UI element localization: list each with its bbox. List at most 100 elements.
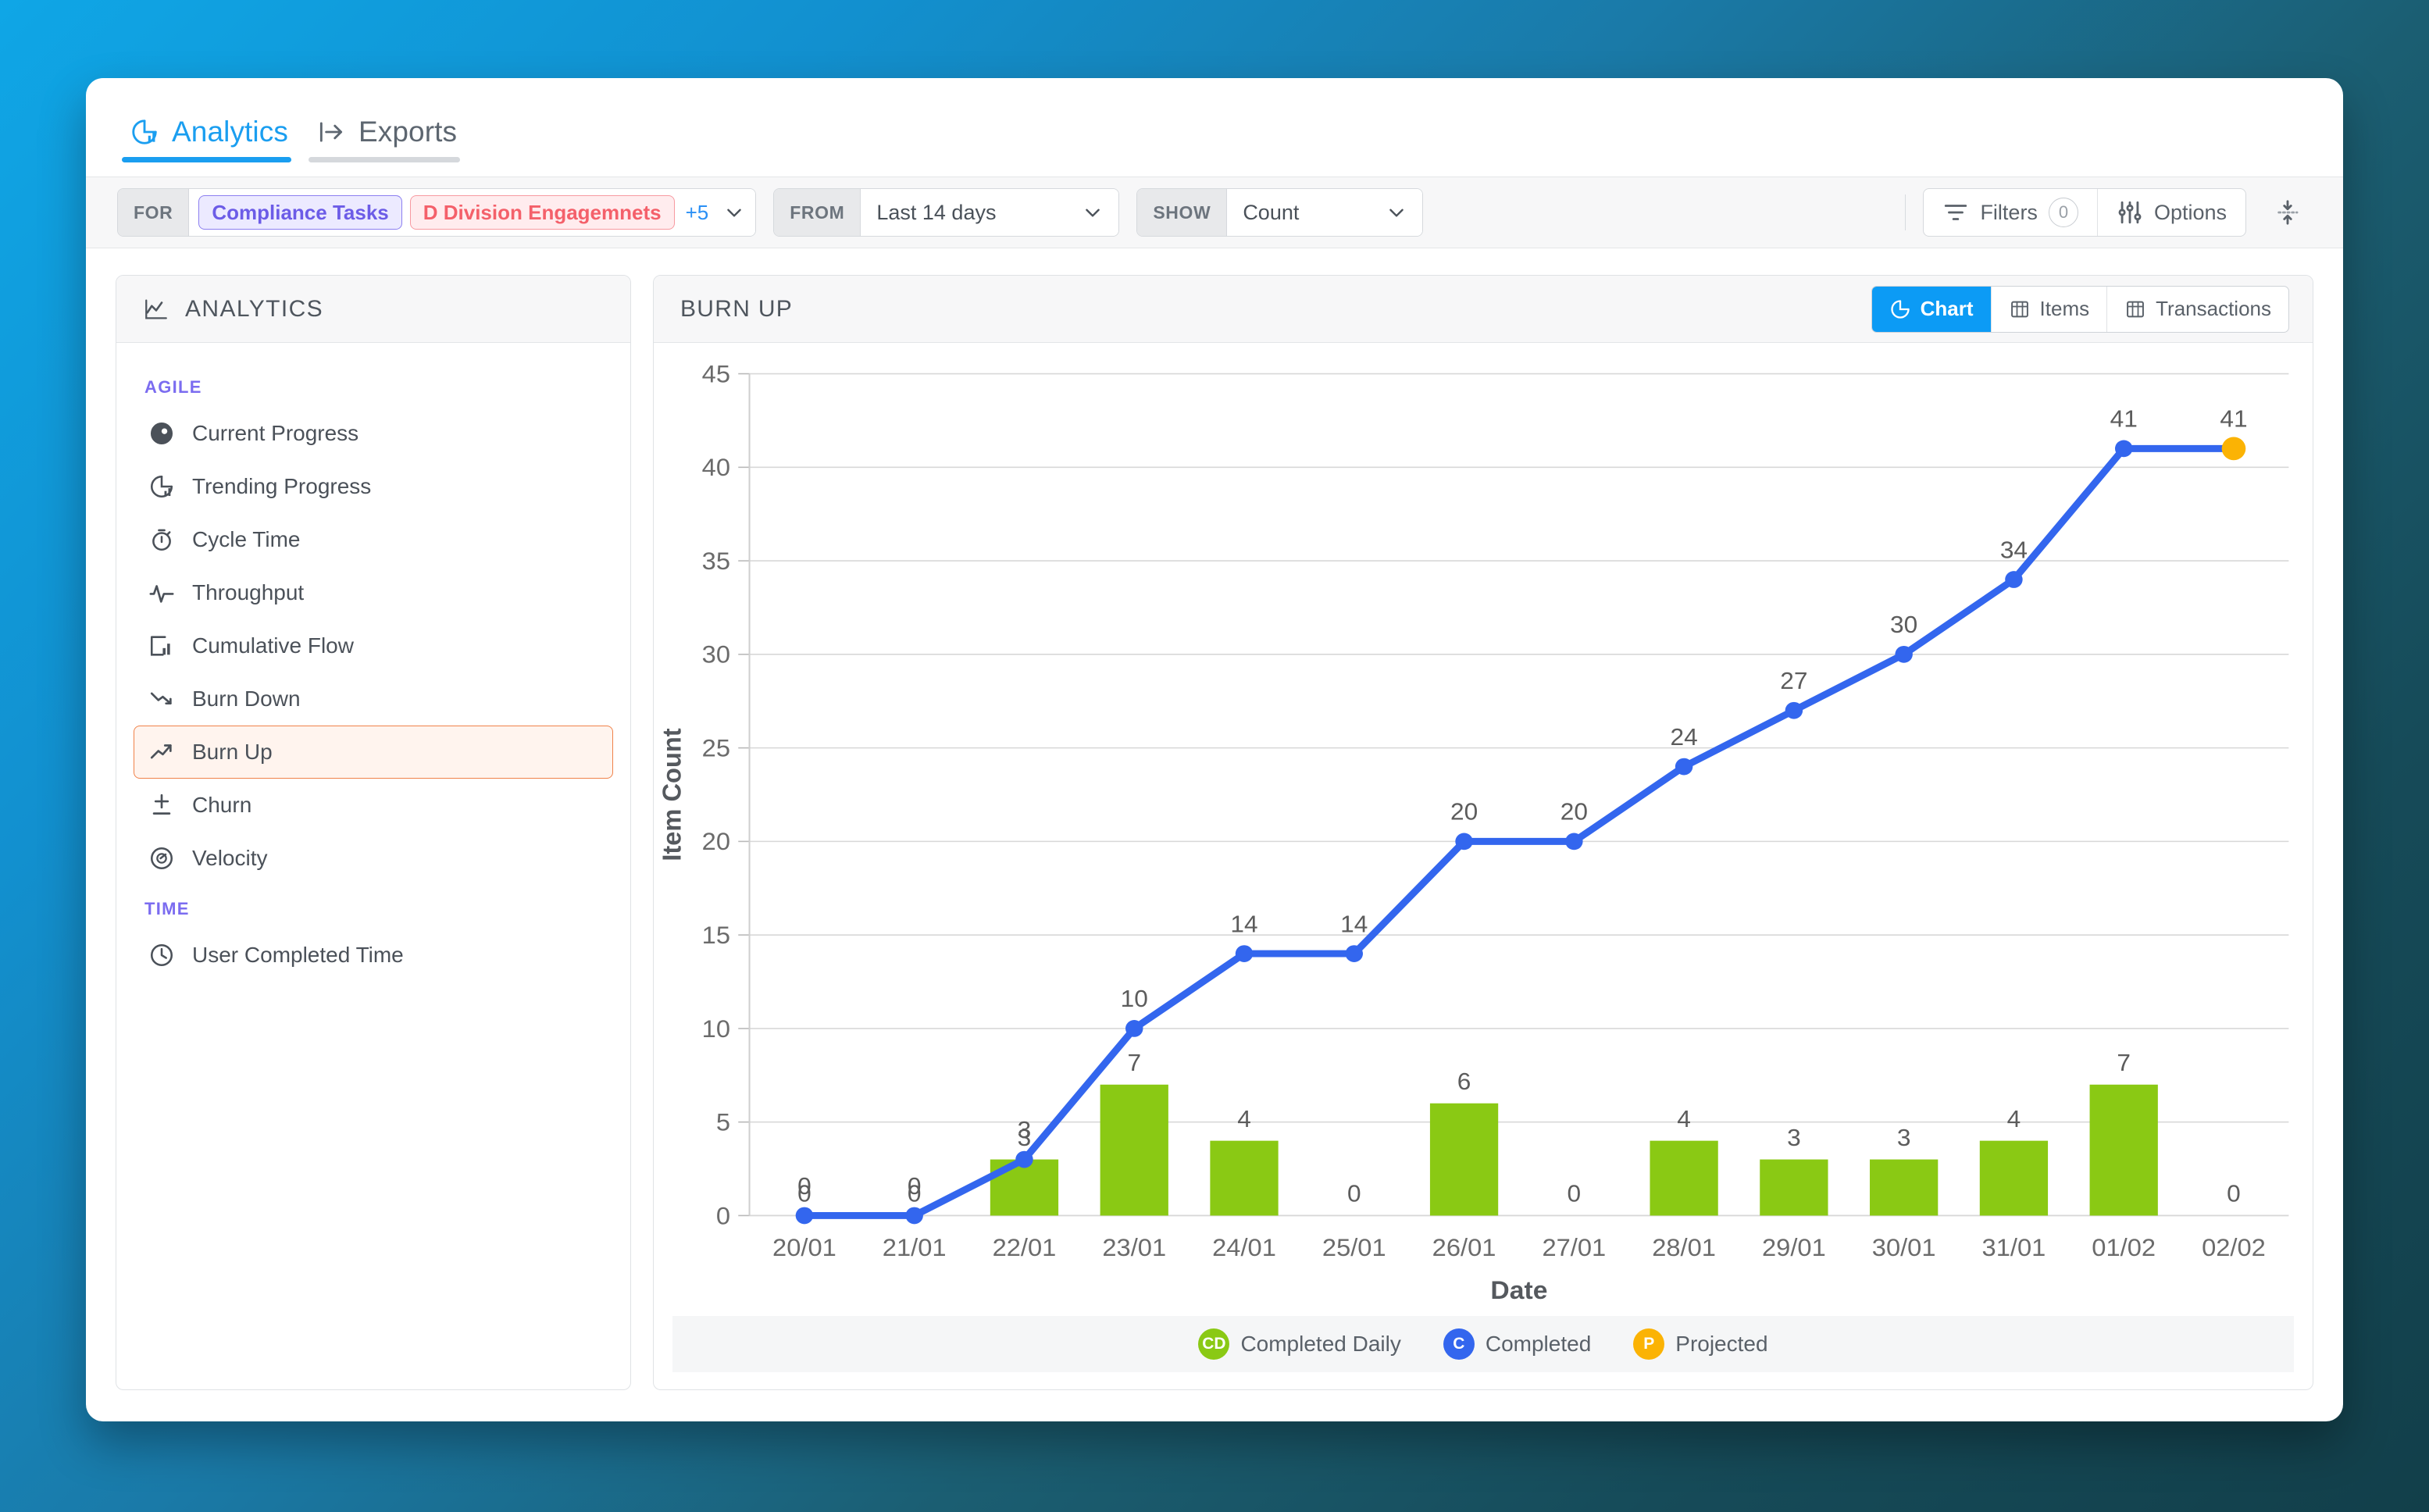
- burn-up-chart-panel: BURN UP Chart Items: [653, 275, 2313, 1390]
- chart-title: BURN UP: [680, 295, 794, 322]
- svg-text:4: 4: [1677, 1105, 1691, 1132]
- svg-text:24: 24: [1671, 723, 1698, 750]
- legend-item-completed-daily[interactable]: CD Completed Daily: [1198, 1328, 1401, 1360]
- for-chips[interactable]: Compliance Tasks D Division Engagemnets …: [189, 189, 756, 236]
- svg-text:3: 3: [1018, 1116, 1032, 1143]
- chart-pie-icon: [1891, 299, 1910, 319]
- svg-text:20: 20: [1450, 798, 1478, 825]
- trending-pie-icon: [150, 475, 173, 498]
- options-button[interactable]: Options: [2096, 189, 2245, 236]
- tab-items-view-label: Items: [2039, 297, 2090, 320]
- chevron-down-icon: [1086, 209, 1100, 217]
- svg-text:0: 0: [1568, 1180, 1582, 1207]
- legend-label-completed: Completed: [1485, 1332, 1592, 1356]
- tab-analytics[interactable]: Analytics: [119, 102, 305, 162]
- sidebar-item-churn[interactable]: Churn: [134, 779, 613, 832]
- arrow-up-right-icon: [150, 744, 172, 759]
- filter-toolbar: FOR Compliance Tasks D Division Engagemn…: [86, 177, 2343, 248]
- svg-text:20: 20: [1560, 798, 1588, 825]
- from-control: FROM Last 14 days: [773, 188, 1120, 237]
- svg-text:3: 3: [1018, 1124, 1032, 1150]
- sliders-icon: [2118, 201, 2142, 224]
- sidebar-item-user-completed-time[interactable]: User Completed Time: [134, 929, 613, 982]
- svg-text:40: 40: [702, 454, 730, 481]
- for-control: FOR Compliance Tasks D Division Engagemn…: [117, 188, 757, 237]
- svg-text:0: 0: [908, 1180, 922, 1207]
- sidebar-group-agile-label: AGILE: [144, 377, 202, 397]
- svg-text:27/01: 27/01: [1542, 1233, 1606, 1261]
- show-select-value: Count: [1243, 200, 1300, 224]
- plus-minus-icon: [152, 793, 171, 815]
- svg-text:6: 6: [1457, 1068, 1471, 1094]
- svg-text:4: 4: [1237, 1105, 1251, 1132]
- svg-text:15: 15: [702, 921, 730, 948]
- collapse-vertical-icon: [2277, 200, 2299, 225]
- svg-text:7: 7: [1127, 1049, 1141, 1075]
- sidebar-item-current-progress[interactable]: Current Progress: [134, 407, 613, 460]
- sidebar-item-velocity[interactable]: Velocity: [134, 832, 613, 885]
- chart-legend: CD Completed Daily C Completed P Project…: [672, 1316, 2294, 1372]
- svg-text:41: 41: [2220, 405, 2247, 432]
- sidebar-item-cumulative-flow[interactable]: Cumulative Flow: [134, 619, 613, 672]
- collapse-expand-button[interactable]: [2263, 199, 2312, 226]
- tab-items-view[interactable]: Items: [1990, 286, 2107, 332]
- tab-exports-underline: [308, 157, 461, 162]
- sidebar-body: AGILE Current Progress: [116, 343, 630, 997]
- sidebar-item-trending-progress[interactable]: Trending Progress: [134, 460, 613, 513]
- from-select[interactable]: Last 14 days: [861, 189, 1119, 236]
- line-chart-icon: [145, 299, 167, 319]
- chip-d-division-engagemnets[interactable]: D Division Engagemnets: [409, 195, 675, 230]
- svg-text:10: 10: [1121, 986, 1148, 1012]
- filters-button[interactable]: Filters 0: [1924, 189, 2097, 236]
- sidebar-item-label: Current Progress: [192, 421, 359, 445]
- svg-text:14: 14: [1340, 911, 1368, 937]
- svg-text:02/02: 02/02: [2202, 1233, 2266, 1261]
- svg-text:Item Count: Item Count: [658, 728, 687, 861]
- svg-text:0: 0: [797, 1180, 811, 1207]
- svg-text:20/01: 20/01: [772, 1233, 836, 1261]
- tab-bar: Analytics Exports: [86, 78, 2343, 162]
- svg-text:20: 20: [702, 828, 730, 855]
- analytics-pie-icon: [132, 119, 157, 144]
- chip-compliance-tasks[interactable]: Compliance Tasks: [198, 195, 402, 230]
- tab-analytics-underline: [122, 157, 291, 162]
- svg-text:5: 5: [716, 1108, 730, 1136]
- tab-transactions-view[interactable]: Transactions: [2106, 286, 2288, 332]
- svg-text:34: 34: [2000, 537, 2028, 563]
- sidebar-item-label: Trending Progress: [192, 474, 372, 498]
- sidebar-item-cycle-time[interactable]: Cycle Time: [134, 513, 613, 566]
- sidebar-item-label: Churn: [192, 793, 252, 817]
- sidebar-item-throughput[interactable]: Throughput: [134, 566, 613, 619]
- svg-text:24/01: 24/01: [1212, 1233, 1276, 1261]
- svg-text:3: 3: [1897, 1124, 1911, 1150]
- svg-text:30/01: 30/01: [1872, 1233, 1936, 1261]
- sidebar-item-burn-down[interactable]: Burn Down: [134, 672, 613, 726]
- svg-text:23/01: 23/01: [1102, 1233, 1166, 1261]
- pulse-icon: [149, 585, 174, 603]
- legend-item-completed[interactable]: C Completed: [1443, 1328, 1591, 1360]
- sidebar-title: ANALYTICS: [185, 295, 324, 322]
- gauge-icon: [150, 847, 173, 870]
- chevron-down-icon: [1389, 209, 1404, 217]
- sidebar-item-burn-up[interactable]: Burn Up: [134, 726, 613, 779]
- svg-text:4: 4: [2007, 1105, 2021, 1132]
- stopwatch-icon: [152, 529, 171, 551]
- svg-text:45: 45: [702, 360, 730, 387]
- show-select[interactable]: Count: [1227, 189, 1423, 236]
- show-label: SHOW: [1137, 189, 1228, 236]
- tab-chart-view[interactable]: Chart: [1871, 286, 1991, 332]
- legend-item-projected[interactable]: P Projected: [1633, 1328, 1768, 1360]
- for-label: FOR: [118, 189, 190, 236]
- chart-panel-header: BURN UP Chart Items: [654, 276, 2313, 343]
- arrow-down-right-icon: [150, 692, 172, 705]
- filters-count-badge: 0: [2048, 198, 2078, 227]
- tab-exports-label: Exports: [358, 116, 458, 148]
- svg-text:0: 0: [1347, 1180, 1361, 1207]
- chevron-down-icon[interactable]: [724, 202, 744, 223]
- tab-exports[interactable]: Exports: [305, 102, 474, 162]
- svg-text:29/01: 29/01: [1762, 1233, 1826, 1261]
- sidebar-header: ANALYTICS: [116, 276, 630, 343]
- from-label: FROM: [774, 189, 861, 236]
- chips-more-count[interactable]: +5: [685, 200, 709, 224]
- svg-text:41: 41: [2110, 405, 2138, 432]
